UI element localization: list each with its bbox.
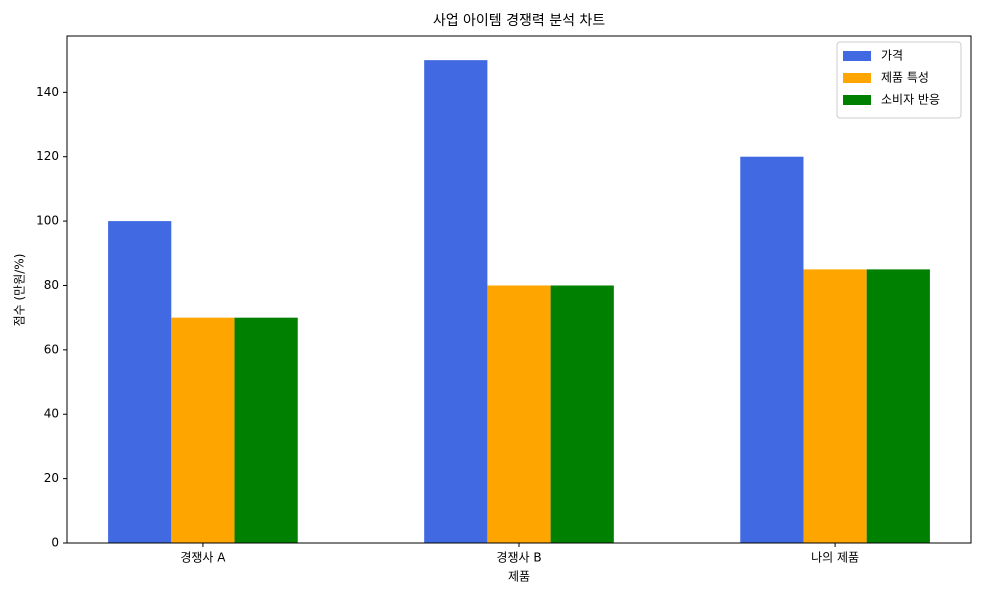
y-tick-label: 140 — [36, 85, 59, 99]
x-tick-label: 나의 제품 — [811, 551, 859, 565]
legend-swatch — [843, 95, 871, 105]
bar — [803, 269, 867, 543]
bar — [487, 285, 551, 543]
y-tick-label: 0 — [51, 536, 59, 550]
chart-title: 사업 아이템 경쟁력 분석 차트 — [433, 13, 605, 29]
y-axis-label: 점수 (만원/%) — [13, 254, 27, 327]
legend-swatch — [843, 51, 871, 61]
legend-swatch — [843, 73, 871, 83]
bar — [234, 317, 298, 543]
bar — [424, 60, 488, 544]
y-tick-label: 40 — [44, 407, 59, 421]
legend-label: 가격 — [881, 49, 903, 63]
x-tick-label: 경쟁사 B — [496, 551, 541, 565]
x-tick-label: 경쟁사 A — [180, 551, 226, 565]
y-tick-label: 120 — [36, 149, 59, 163]
y-tick-label: 60 — [44, 342, 59, 356]
bar — [740, 156, 804, 543]
y-tick-label: 80 — [44, 278, 59, 292]
legend-label: 소비자 반응 — [881, 93, 940, 107]
bar — [171, 317, 235, 543]
bar — [866, 269, 930, 543]
y-tick-label: 100 — [36, 214, 59, 228]
x-axis-label: 제품 — [508, 570, 530, 584]
legend-label: 제품 특성 — [881, 71, 929, 85]
bar — [108, 221, 172, 543]
bar — [550, 285, 614, 543]
y-tick-label: 20 — [44, 471, 59, 485]
axes-frame — [66, 35, 972, 544]
